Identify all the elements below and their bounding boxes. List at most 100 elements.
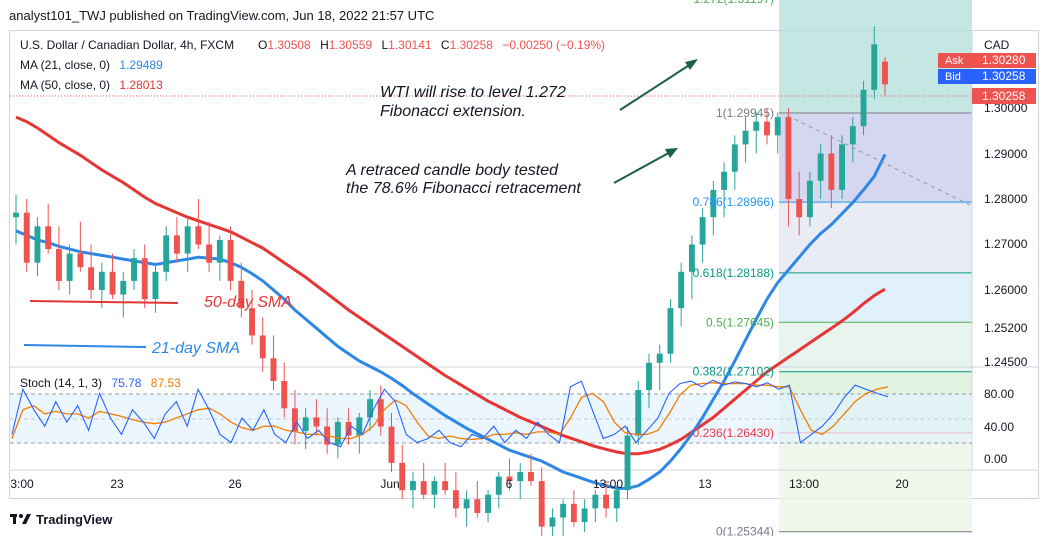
stoch-k-value: 75.78 (111, 376, 141, 390)
time-tick: Jun (380, 477, 399, 491)
time-tick: 3:00 (10, 477, 34, 491)
candle (131, 249, 137, 290)
candle-body (560, 503, 567, 518)
candle (452, 472, 459, 518)
ma21-label: MA (21, close, 0) (20, 58, 110, 72)
candle-body (431, 481, 438, 495)
candle-body (173, 235, 180, 254)
candle-body (77, 253, 84, 268)
bid-label: Bid (945, 71, 961, 83)
candle-body (302, 417, 309, 432)
candle-body (699, 217, 706, 245)
candle (796, 171, 803, 236)
candle (871, 26, 878, 99)
ma21-line (15, 153, 887, 490)
candle-body (817, 153, 824, 181)
candle (646, 353, 652, 409)
time-tick: 23 (110, 477, 124, 491)
candle-body (828, 153, 835, 190)
ohlc-h-label: H (320, 38, 329, 52)
trend-line-dashed (779, 111, 971, 206)
tradingview-brand: TradingView (36, 511, 113, 527)
candle-body (731, 144, 738, 172)
candle (291, 390, 298, 445)
candle-body (13, 212, 19, 218)
ma50-line (15, 115, 886, 456)
footer[interactable]: TradingView (10, 509, 112, 529)
candle (839, 135, 846, 199)
candle-body (613, 490, 620, 509)
candle (721, 162, 728, 218)
candle-body (66, 253, 73, 281)
candle (173, 217, 180, 263)
ma50-value: 1.28013 (119, 78, 163, 92)
candle-body (410, 481, 416, 491)
ohlc-o-label: O (258, 38, 267, 52)
candle-body (753, 121, 760, 131)
candle (313, 399, 320, 436)
candle (463, 490, 470, 527)
candle (109, 253, 116, 300)
price-tick: 1.24500 (984, 355, 1028, 369)
candle (742, 117, 749, 163)
candle-body (806, 180, 813, 218)
fib-label-0.5: 0.5(1.27645) (706, 315, 774, 329)
candle (570, 490, 577, 527)
price-tick: 1.30000 (984, 101, 1028, 115)
candle (399, 444, 406, 500)
last-price-marker: 1.30258 (972, 88, 1036, 104)
candle (613, 485, 620, 523)
candle (560, 499, 567, 536)
ma50-series (15, 115, 886, 456)
stoch-tick: 40.00 (984, 420, 1014, 434)
ask-value: 1.30280 (982, 53, 1026, 67)
candle (549, 508, 556, 536)
candle-body (131, 258, 137, 281)
candle (817, 144, 824, 199)
candle (860, 80, 867, 136)
stoch-d-line (11, 382, 889, 440)
candle (163, 226, 170, 281)
candle (184, 217, 191, 272)
candle (410, 472, 416, 509)
fib-label-0.236: 0.236(1.26430) (693, 426, 774, 440)
candle-body (377, 399, 384, 427)
candle (195, 199, 202, 250)
candle (388, 412, 395, 472)
candle-body (839, 144, 846, 190)
candle (517, 462, 524, 500)
ma50-label: MA (50, close, 0) (20, 78, 110, 92)
ohlc-h-value: 1.30559 (329, 38, 373, 52)
time-tick: 6 (506, 477, 513, 491)
time-tick: 13:00 (593, 477, 623, 491)
candle-body (45, 226, 52, 250)
candle-body (495, 476, 502, 495)
candle-body (206, 244, 213, 263)
candle-body (849, 126, 856, 145)
candle (764, 108, 770, 145)
candle (678, 262, 685, 327)
ask-marker[interactable]: Ask 1.30280 (938, 53, 1036, 68)
candle-body (55, 249, 62, 281)
candle (238, 262, 245, 318)
bid-marker[interactable]: Bid 1.30258 (938, 69, 1036, 84)
candle (806, 171, 813, 227)
last-price-value: 1.30258 (982, 89, 1026, 103)
candle (753, 112, 760, 154)
candle (259, 317, 266, 372)
candle (731, 135, 738, 190)
candle-body (882, 61, 888, 85)
chart-frame (9, 30, 1039, 499)
candle (23, 199, 30, 272)
price-tick: 1.27000 (984, 237, 1028, 251)
candle (356, 412, 363, 454)
candle (624, 426, 631, 500)
candle (55, 226, 62, 290)
price-tick: 1.26000 (984, 283, 1028, 297)
candle (442, 462, 449, 495)
stoch-tick: 80.00 (984, 387, 1014, 401)
candle (377, 385, 384, 436)
candle-body (420, 481, 427, 495)
candle (34, 217, 41, 277)
